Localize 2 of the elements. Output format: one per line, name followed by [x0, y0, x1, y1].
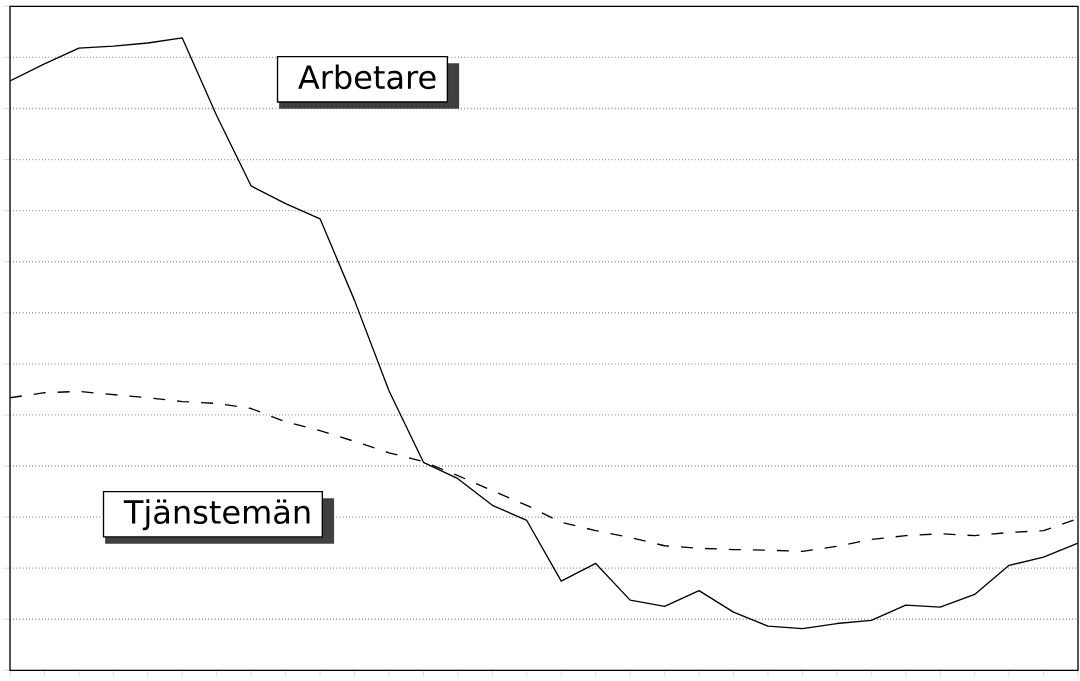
text: Arbetare — [298, 64, 436, 90]
text: Tjänstemän — [123, 499, 310, 531]
